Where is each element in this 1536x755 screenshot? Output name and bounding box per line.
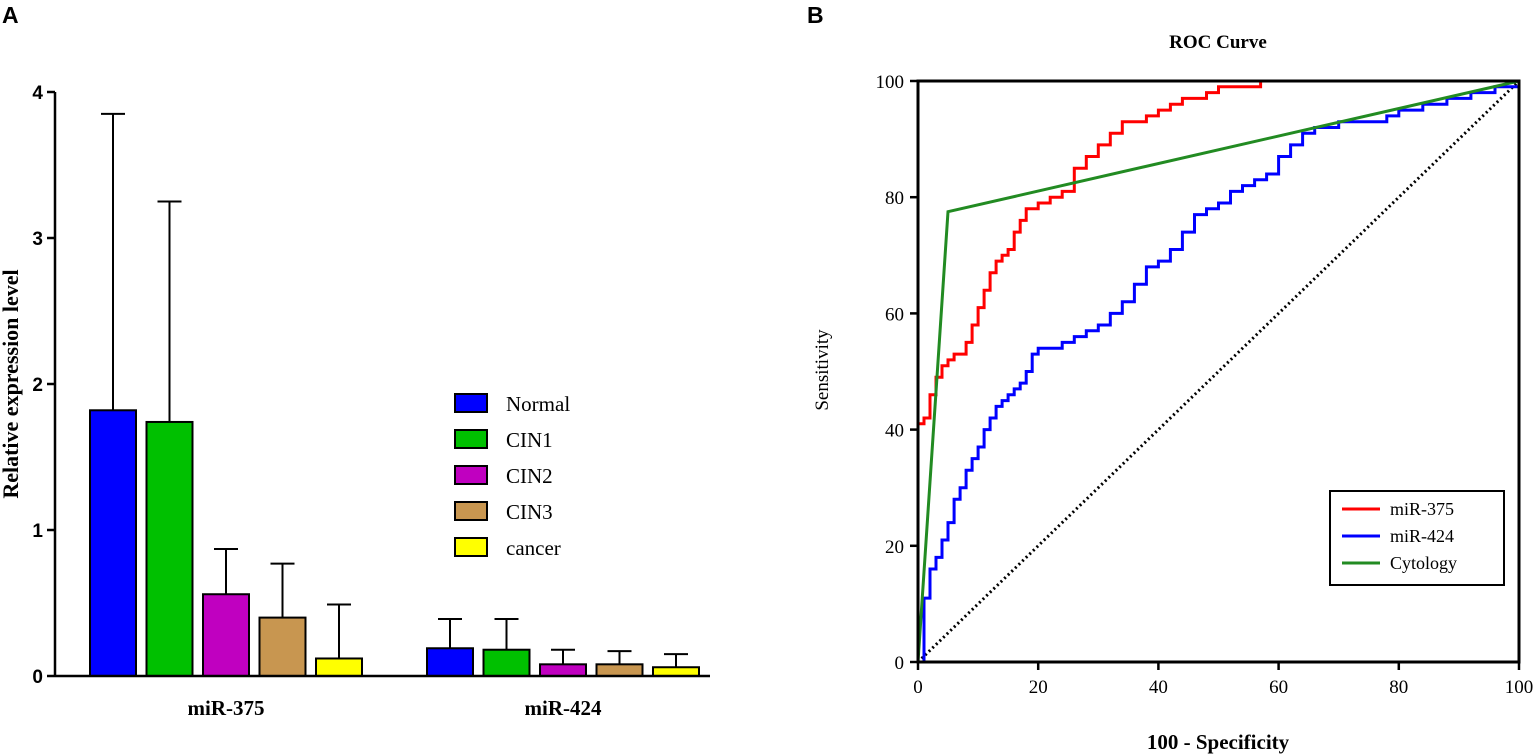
legend-label: CIN2 [506,464,553,488]
legend-label: cancer [506,536,561,560]
bar-normal-mir-424 [426,647,474,678]
legend-label: Cytology [1390,553,1457,573]
y-ticks: 0 1 2 3 4 [32,83,55,688]
roc-line-cytology [916,79,1520,663]
legend-swatch [454,393,488,413]
y-tick-label: 0 [32,667,43,688]
x-tick-label: 80 [1389,677,1408,698]
bar-group [89,409,700,678]
y-tick-label: 60 [885,304,904,325]
legend-label: miR-375 [1390,499,1454,519]
x-axis-label: 100 - Specificity [1147,730,1290,754]
x-tick-label: 100 [1505,677,1534,698]
y-tick-label: 100 [876,72,905,93]
bar-cin1-mir-375 [145,420,194,677]
y-tick-label: 1 [32,521,43,542]
bar-cin3-mir-375 [258,616,307,677]
legend: Normal CIN1 CIN2 CIN3 cancer [454,392,570,560]
x-category-label: miR-375 [188,696,265,720]
reference-diagonal-line [916,79,1521,664]
bar-cancer-mir-375 [315,657,363,677]
bar-normal-mir-375 [89,409,137,677]
x-tick-label: 60 [1269,677,1288,698]
bar-cin2-mir-424 [539,663,587,678]
panel-a-letter: A [2,2,19,28]
legend-label: CIN3 [506,500,553,524]
legend-swatch [454,501,488,521]
plot-frame [916,79,1521,664]
x-tick-label: 20 [1029,677,1048,698]
y-tick-label: 40 [885,421,904,442]
roc-line-mir-424 [918,81,1521,664]
y-ticks: 0 20 40 60 80 100 [876,72,918,674]
y-tick-label: 0 [895,653,905,674]
y-tick-label: 2 [32,375,43,396]
legend-label: miR-424 [1390,526,1454,546]
x-tick-label: 0 [913,677,923,698]
legend-swatch [454,537,488,557]
x-category-labels: miR-375 miR-424 [188,696,602,720]
roc-line-mir-375 [916,79,1519,662]
error-bar-group [101,112,688,668]
x-category-label: miR-424 [525,696,602,720]
bar-cin2-mir-375 [202,593,250,677]
y-tick-label: 20 [885,537,904,558]
y-axis-label: Sensitivity [812,329,833,411]
bar-cin1-mir-424 [482,648,531,677]
chart-title: ROC Curve [1169,32,1267,53]
legend-swatch [454,465,488,485]
legend-label: CIN1 [506,428,553,452]
y-tick-label: 4 [32,83,43,104]
panel-b-roc-chart: ROC Curve 0 20 40 60 80 100 0 20 40 60 80 100 100 … [812,32,1533,754]
roc-curves [916,79,1521,664]
legend: miR-375 miR-424 Cytology [1329,490,1505,586]
y-tick-label: 80 [885,188,904,209]
legend-box [1329,490,1505,586]
legend-swatch [454,429,488,449]
bar-cancer-mir-424 [652,666,700,677]
legend-label: Normal [506,392,570,416]
panel-b-letter: B [807,2,824,28]
y-tick-label: 3 [32,229,43,250]
panel-a-bar-chart: 0 1 2 3 4 miR-375 miR-424 Relative expression… [0,83,710,720]
bar-cin3-mir-424 [595,663,644,678]
x-tick-label: 40 [1149,677,1168,698]
x-ticks: 0 20 40 60 80 100 [913,662,1533,698]
y-axis-label: Relative expression level [0,269,23,498]
